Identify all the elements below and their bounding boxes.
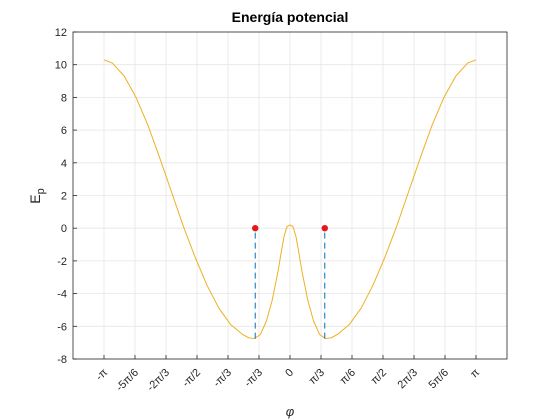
y-tick-label-1: -6 [57, 321, 67, 333]
y-tick-label-4: 0 [61, 223, 67, 235]
equilibrium-point-1 [321, 225, 328, 232]
y-axis-label-main: E [27, 194, 43, 203]
chart-title: Energía potencial [232, 9, 349, 25]
series-layer [103, 59, 477, 340]
marker-layer [252, 225, 328, 232]
energy-curve-0 [103, 59, 477, 340]
y-ticks: -8 -6 -4 -2 0 2 4 6 8 10 12 [55, 27, 77, 366]
equilibrium-point-0 [252, 225, 259, 232]
stem-layer [254, 228, 326, 339]
y-tick-label-8: 8 [61, 92, 67, 104]
y-tick-label-0: -8 [57, 354, 67, 366]
y-tick-label-9: 10 [55, 60, 67, 72]
y-tick-label-3: -2 [57, 256, 67, 268]
y-tick-label-2: -4 [57, 289, 67, 301]
y-tick-label-6: 4 [61, 158, 67, 170]
y-tick-label-5: 2 [61, 191, 67, 203]
grid [73, 31, 507, 360]
y-tick-label-10: 12 [55, 27, 67, 39]
y-tick-label-7: 6 [61, 125, 67, 137]
svg-text:Ep: Ep [27, 188, 47, 203]
y-axis-label: Ep [27, 188, 47, 203]
x-axis-label: φ [286, 404, 295, 419]
y-axis-label-sub: p [35, 188, 47, 194]
